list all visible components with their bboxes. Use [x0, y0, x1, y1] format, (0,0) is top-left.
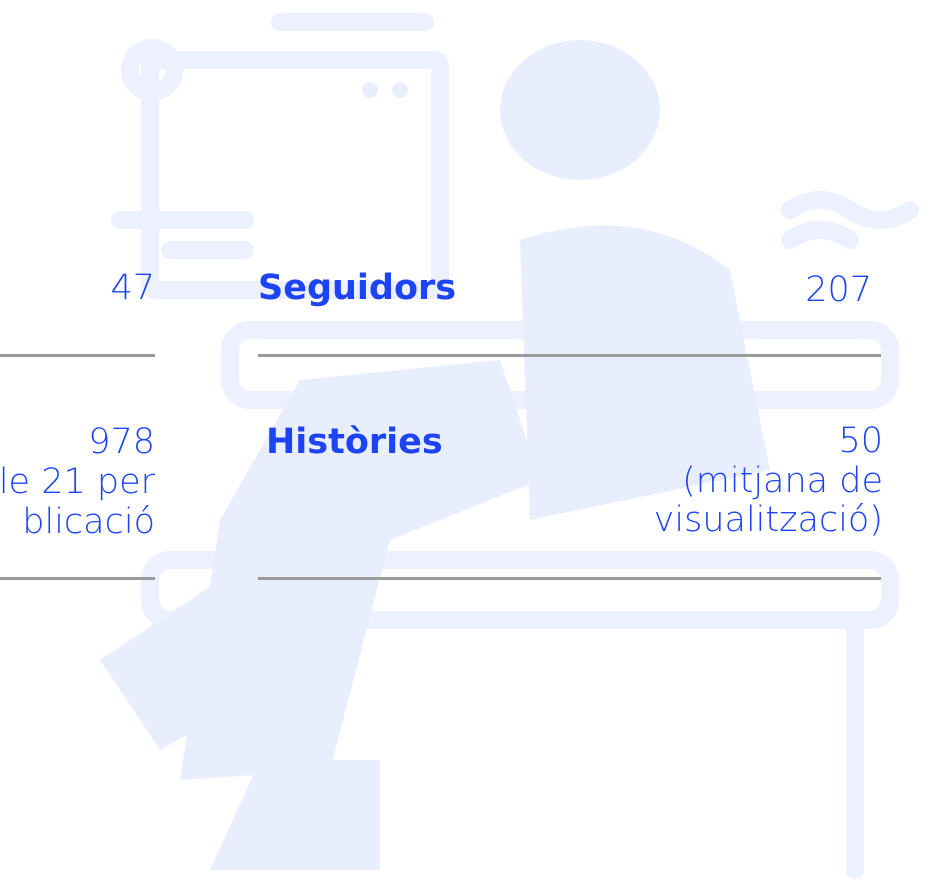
stat-value: 50	[838, 421, 883, 461]
stat-note: (mitjana de	[682, 461, 883, 501]
stat-value: 207	[805, 270, 872, 310]
divider	[258, 354, 881, 357]
stat-note: blicació	[22, 502, 155, 542]
stat-value: 978	[88, 422, 155, 462]
stat-label: Seguidors	[258, 268, 457, 308]
divider	[0, 354, 155, 357]
divider	[258, 577, 881, 580]
stat-note: le 21 per	[0, 462, 155, 502]
stat-note: visualització)	[653, 500, 883, 540]
stat-label: Històries	[266, 422, 443, 462]
stat-value: 47	[110, 268, 155, 308]
divider	[0, 577, 155, 580]
